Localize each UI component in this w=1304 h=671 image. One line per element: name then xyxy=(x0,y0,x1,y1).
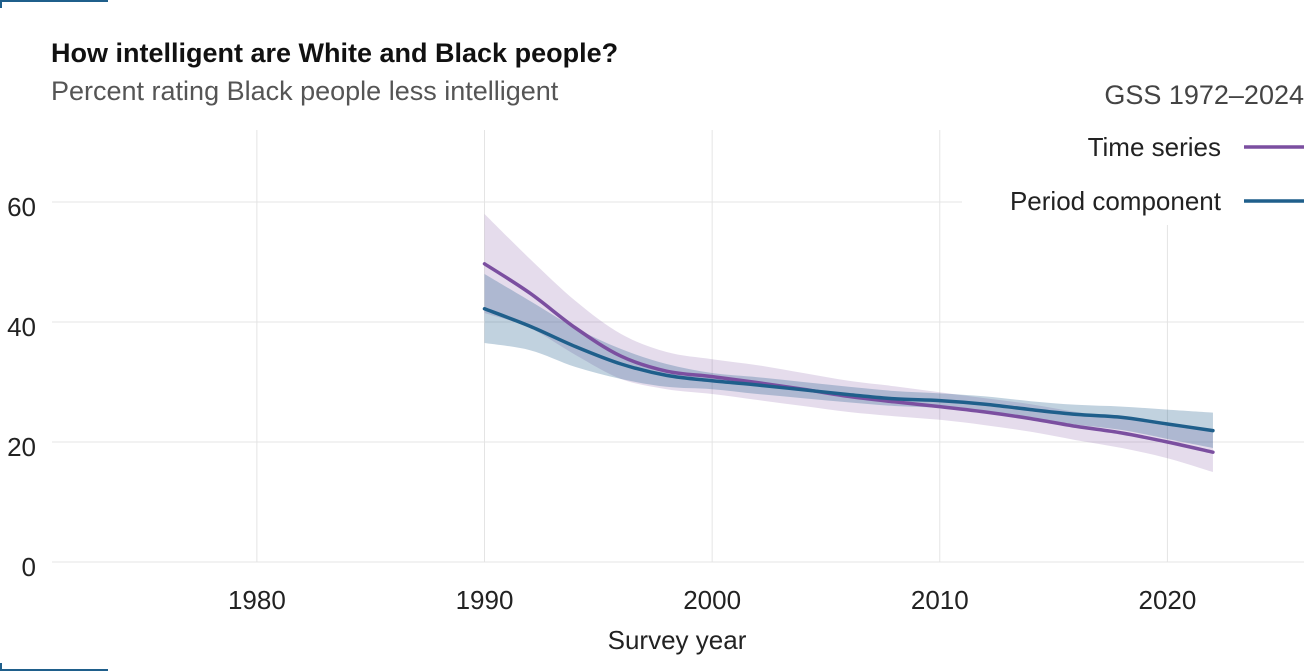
x-tick-label: 1990 xyxy=(456,585,514,615)
period-component-line xyxy=(482,307,1215,433)
legend-label-time-series: Time series xyxy=(1088,132,1221,162)
chart-title: How intelligent are White and Black peop… xyxy=(51,38,619,68)
y-tick-label: 20 xyxy=(7,432,36,462)
x-tick-label: 1980 xyxy=(228,585,286,615)
x-axis-ticks: 1980 1990 2000 2010 2020 xyxy=(228,585,1196,615)
frame-corner-top xyxy=(0,0,108,8)
frame-corner-bottom xyxy=(0,663,108,671)
x-tick-label: 2010 xyxy=(911,585,969,615)
legend-label-period-component: Period component xyxy=(1010,186,1222,216)
x-axis-label: Survey year xyxy=(608,625,747,655)
time-series-confidence-band xyxy=(484,214,1213,472)
y-tick-label: 40 xyxy=(7,312,36,342)
confidence-bands xyxy=(484,214,1213,472)
time-series-line xyxy=(482,262,1215,454)
x-tick-label: 2020 xyxy=(1138,585,1196,615)
y-axis-ticks: 0 20 40 60 xyxy=(7,192,36,582)
legend: Time series Period component xyxy=(962,130,1304,225)
data-source-label: GSS 1972–2024 xyxy=(1104,80,1304,110)
chart-subtitle: Percent rating Black people less intelli… xyxy=(51,76,559,106)
y-tick-label: 60 xyxy=(7,192,36,222)
series-lines xyxy=(482,262,1215,454)
grid-lines xyxy=(52,130,1304,563)
x-tick-label: 2000 xyxy=(683,585,741,615)
period-component-confidence-band xyxy=(484,274,1213,448)
y-tick-label: 0 xyxy=(22,552,36,582)
